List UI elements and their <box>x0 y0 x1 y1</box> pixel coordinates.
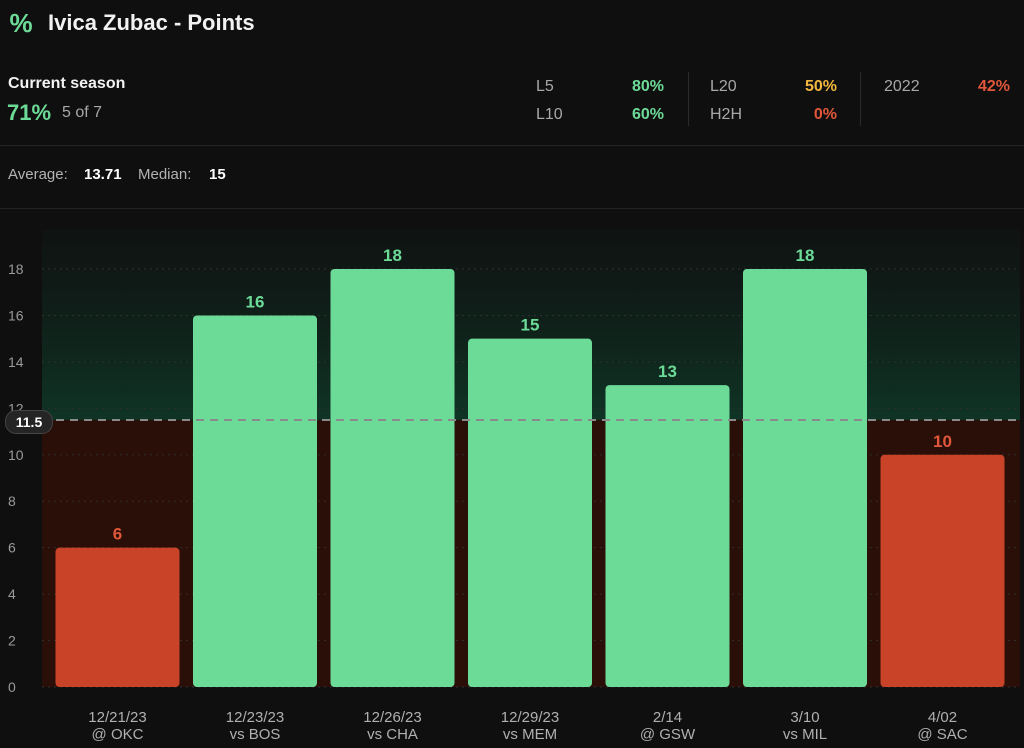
x-tick-date: 3/10 <box>790 709 819 726</box>
bar <box>743 269 867 687</box>
stat-l20-value: 50% <box>804 78 837 95</box>
bar-value-label: 18 <box>383 246 402 265</box>
bar <box>880 454 1005 687</box>
bar <box>193 315 317 687</box>
x-tick-opponent: @ OKC <box>92 726 144 743</box>
bar-value-label: 16 <box>246 292 265 311</box>
page-title: Ivica Zubac - Points <box>48 10 255 35</box>
bar-value-label: 6 <box>113 525 122 544</box>
divider <box>860 72 861 126</box>
x-tick-date: 12/23/23 <box>226 709 284 726</box>
prop-line-badge: 11.5 <box>5 410 53 434</box>
x-tick-date: 4/02 <box>928 709 957 726</box>
median-label: Median: <box>138 166 192 183</box>
average-label: Average: <box>8 166 68 183</box>
y-tick-label: 18 <box>8 261 24 277</box>
stat-2022-label: 2022 <box>884 78 920 95</box>
x-tick-opponent: vs MEM <box>503 726 557 743</box>
bar-value-label: 15 <box>521 316 540 335</box>
y-tick-label: 4 <box>8 586 16 602</box>
stat-h2h-value: 0% <box>813 106 837 123</box>
stat-h2h-label: H2H <box>710 106 743 123</box>
y-tick-label: 10 <box>8 447 24 463</box>
header: % Ivica Zubac - Points <box>0 0 1024 52</box>
x-tick-opponent: vs CHA <box>367 726 418 743</box>
stat-l10-label: L10 <box>536 106 563 123</box>
stat-l20-label: L20 <box>710 78 737 95</box>
bar-value-label: 10 <box>933 432 952 451</box>
bar <box>605 385 730 687</box>
y-tick-label: 14 <box>8 354 24 370</box>
y-tick-label: 6 <box>8 540 16 556</box>
average-value: 13.71 <box>84 166 122 183</box>
season-hit-count: 5 of 7 <box>62 104 103 121</box>
bar <box>468 338 592 687</box>
divider <box>688 72 689 126</box>
x-tick-opponent: @ SAC <box>917 726 967 743</box>
x-tick-date: 2/14 <box>653 709 682 726</box>
section-divider <box>0 208 1024 209</box>
bar-value-label: 18 <box>796 246 815 265</box>
stat-l5-value: 80% <box>631 78 664 95</box>
y-tick-label: 0 <box>8 679 16 695</box>
median-value: 15 <box>209 166 226 183</box>
x-tick-opponent: @ GSW <box>640 726 696 743</box>
season-hit-rate: 71% <box>7 100 52 125</box>
season-label: Current season <box>8 75 126 92</box>
x-tick-opponent: vs MIL <box>783 726 827 743</box>
y-tick-label: 16 <box>8 307 24 323</box>
x-tick-date: 12/26/23 <box>363 709 421 726</box>
stat-2022-value: 42% <box>977 78 1010 95</box>
stat-l5-label: L5 <box>536 78 554 95</box>
bar <box>330 269 455 687</box>
x-tick-opponent: vs BOS <box>230 726 281 743</box>
bar-value-label: 13 <box>658 362 677 381</box>
section-divider <box>0 145 1024 146</box>
bar <box>55 547 180 687</box>
y-tick-label: 8 <box>8 493 16 509</box>
stat-l10-value: 60% <box>631 106 664 123</box>
percent-icon: % <box>9 8 33 38</box>
y-tick-label: 2 <box>8 633 16 649</box>
x-tick-date: 12/29/23 <box>501 709 559 726</box>
x-tick-date: 12/21/23 <box>88 709 146 726</box>
